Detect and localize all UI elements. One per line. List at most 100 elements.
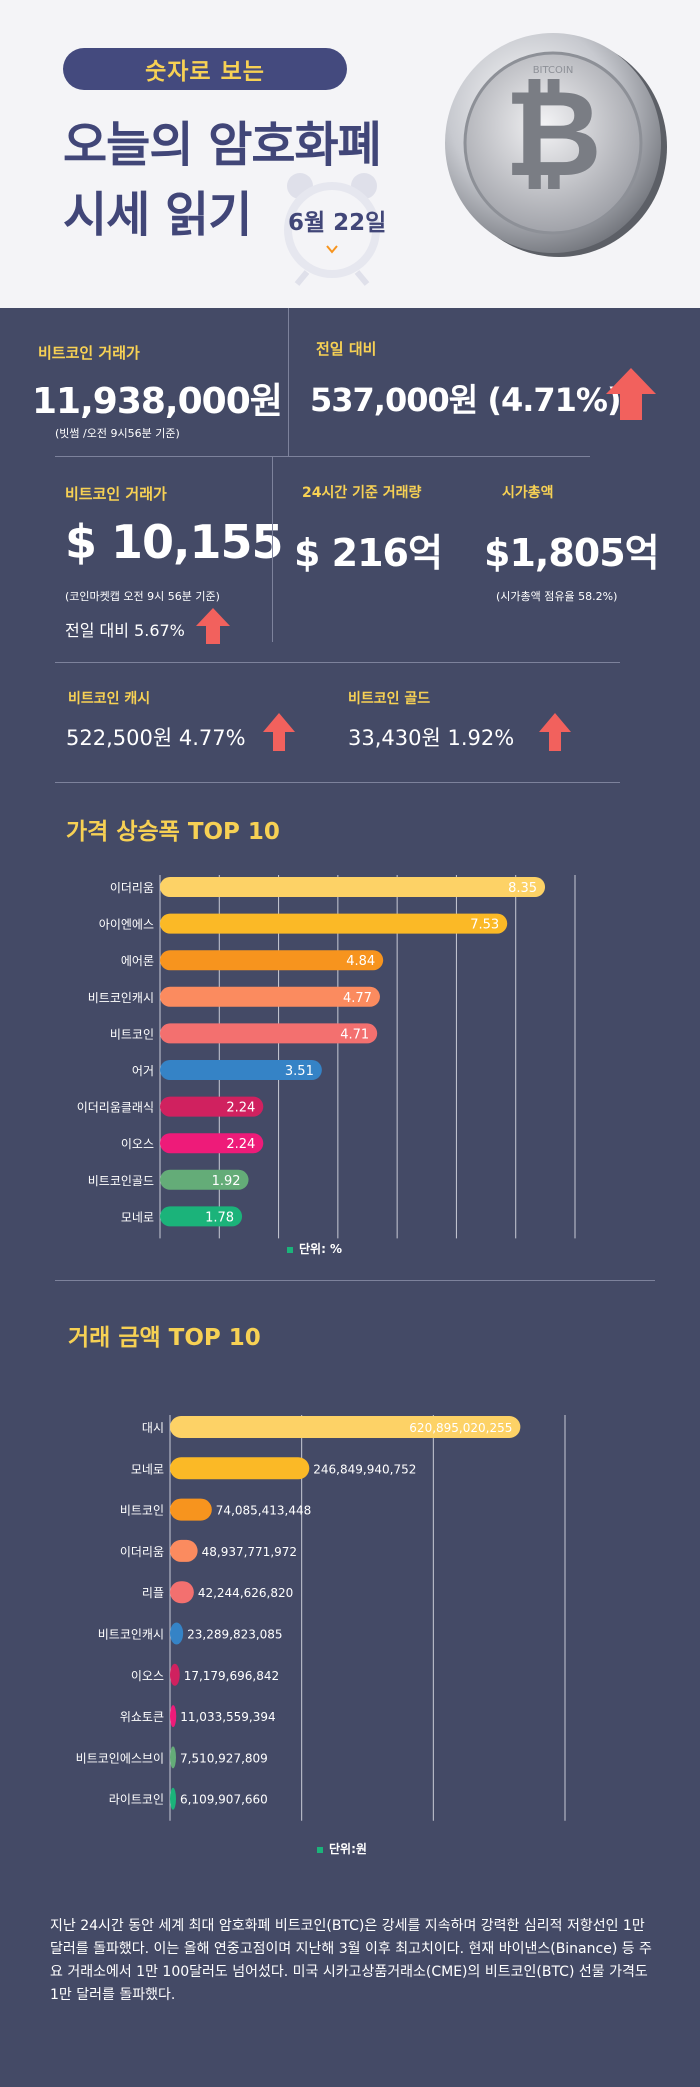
category-label: 대시 xyxy=(142,1421,164,1435)
chart2-unit-label: 단위:원 xyxy=(329,1842,367,1856)
category-label: 이더리움 xyxy=(120,1545,164,1559)
value-label: 42,244,626,820 xyxy=(198,1586,293,1600)
date-label: 6월 22일 xyxy=(288,210,387,236)
category-label: 모네로 xyxy=(121,1210,154,1224)
value-label: 2.24 xyxy=(226,1101,255,1116)
bar xyxy=(160,1133,264,1154)
btg-value: 33,430원 1.92% xyxy=(348,726,515,750)
bar xyxy=(160,950,384,971)
volume-value: $ 216억 xyxy=(294,531,443,575)
category-label: 비트코인캐시 xyxy=(88,991,154,1005)
category-label: 이오스 xyxy=(121,1137,154,1151)
category-label: 위쇼토큰 xyxy=(120,1710,164,1724)
value-label: 48,937,771,972 xyxy=(202,1545,297,1559)
mcap-value: $1,805억 xyxy=(484,531,660,575)
category-label: 리플 xyxy=(142,1586,164,1600)
bar xyxy=(160,1169,249,1190)
category-label: 비트코인캐시 xyxy=(98,1628,164,1642)
up-arrow-icon xyxy=(263,713,295,751)
summary-paragraph: 지난 24시간 동안 세계 최대 암호화폐 비트코인(BTC)은 강세를 지속하… xyxy=(50,1918,652,2003)
legend-dot xyxy=(317,1846,323,1853)
value-label: 7.53 xyxy=(470,918,499,933)
bar xyxy=(170,1622,184,1645)
header-section: 숫자로 보는 오늘의 암호화폐 시세 읽기 6월 22일 ₿ BITCOIN xyxy=(0,0,700,308)
btg-label: 비트코인 골드 xyxy=(348,691,431,707)
divider xyxy=(55,456,590,457)
value-label: 11,033,559,394 xyxy=(180,1710,275,1724)
value-label: 4.77 xyxy=(343,991,372,1006)
page-title-line1: 오늘의 암호화폐 xyxy=(63,117,382,173)
volume-label: 24시간 기준 거래량 xyxy=(302,485,422,501)
btc-usd-change: 전일 대비 5.67% xyxy=(65,621,185,640)
bar xyxy=(160,1023,378,1044)
trade-volume-chart: 대시 620,895,020,255 모네로 246,849,940,752 비트코인 7… xyxy=(76,1415,566,1821)
value-label: 1.92 xyxy=(212,1174,241,1189)
divider xyxy=(272,456,273,642)
divider xyxy=(55,1280,655,1281)
bch-label: 비트코인 캐시 xyxy=(68,691,151,707)
coin-symbol: ₿ xyxy=(504,65,602,204)
value-label: 7,510,927,809 xyxy=(180,1751,268,1765)
category-label: 이오스 xyxy=(131,1669,164,1683)
category-label: 이더리움클래식 xyxy=(77,1101,154,1115)
bar xyxy=(160,1096,264,1117)
category-label: 아이엔에스 xyxy=(99,918,154,932)
category-label: 라이트코인 xyxy=(109,1793,164,1807)
value-label: 74,085,413,448 xyxy=(216,1504,311,1518)
up-arrow-icon xyxy=(196,608,230,644)
category-label: 어거 xyxy=(132,1064,154,1078)
chart1-unit-legend: 단위: % xyxy=(287,1240,342,1257)
value-label: 23,289,823,085 xyxy=(187,1628,282,1642)
btc-krw-note: (빗썸 /오전 9시56분 기준) xyxy=(55,427,180,440)
coin-text: BITCOIN xyxy=(533,65,574,76)
value-label: 4.84 xyxy=(346,954,375,969)
chart2-title: 거래 금액 TOP 10 xyxy=(68,1325,261,1351)
category-label: 모네로 xyxy=(131,1462,164,1476)
bch-value: 522,500원 4.77% xyxy=(66,726,246,750)
divider xyxy=(288,308,289,456)
btc-usd-note: (코인마켓캡 오전 9시 56분 기준) xyxy=(65,590,220,603)
bar xyxy=(170,1457,310,1480)
bar xyxy=(160,1060,322,1080)
bar xyxy=(170,1539,198,1562)
bar xyxy=(170,1663,180,1686)
value-label: 6,109,907,660 xyxy=(180,1793,268,1807)
value-label: 8.35 xyxy=(508,881,537,896)
bar xyxy=(160,877,546,897)
value-label: 3.51 xyxy=(285,1064,314,1079)
chart2-unit-legend: 단위:원 xyxy=(317,1840,367,1857)
category-label: 비트코인 xyxy=(120,1504,164,1518)
category-label: 이더리움 xyxy=(110,881,154,895)
mcap-note: (시가총액 점유율 58.2%) xyxy=(496,590,618,603)
btc-krw-label: 비트코인 거래가 xyxy=(38,344,140,362)
divider xyxy=(55,662,620,663)
up-arrow-icon xyxy=(539,713,571,751)
bar xyxy=(160,986,380,1007)
prev-day-label: 전일 대비 xyxy=(316,340,377,358)
divider xyxy=(55,782,620,783)
header-badge: 숫자로 보는 xyxy=(63,48,347,90)
value-label: 4.71 xyxy=(340,1027,369,1042)
category-label: 에어론 xyxy=(121,954,154,968)
price-rise-chart: 이더리움 8.35 아이엔에스 7.53 에어론 4.84 비트코인캐시 4.77 비트코인 4.… xyxy=(77,875,576,1239)
bar xyxy=(170,1746,176,1769)
bar xyxy=(170,1581,194,1604)
btc-usd-value: $ 10,155 xyxy=(65,515,284,569)
chart1-unit-label: 단위: % xyxy=(299,1242,343,1256)
btc-krw-value: 11,938,000원 xyxy=(32,381,283,422)
bar xyxy=(170,1705,177,1728)
prev-day-value: 537,000원 (4.71%) xyxy=(310,381,622,419)
category-label: 비트코인골드 xyxy=(88,1174,154,1188)
category-label: 비트코인에스브이 xyxy=(76,1751,164,1765)
legend-dot xyxy=(287,1246,293,1253)
chart1-title: 가격 상승폭 TOP 10 xyxy=(66,819,280,845)
bar xyxy=(160,913,508,934)
bar xyxy=(170,1787,176,1810)
up-arrow-icon xyxy=(606,368,656,420)
page-title-line2: 시세 읽기 xyxy=(63,187,252,243)
btc-usd-label: 비트코인 거래가 xyxy=(65,485,167,503)
category-label: 비트코인 xyxy=(110,1027,154,1041)
alarm-clock-icon xyxy=(284,173,380,286)
bar xyxy=(170,1416,521,1438)
bar xyxy=(170,1498,212,1521)
